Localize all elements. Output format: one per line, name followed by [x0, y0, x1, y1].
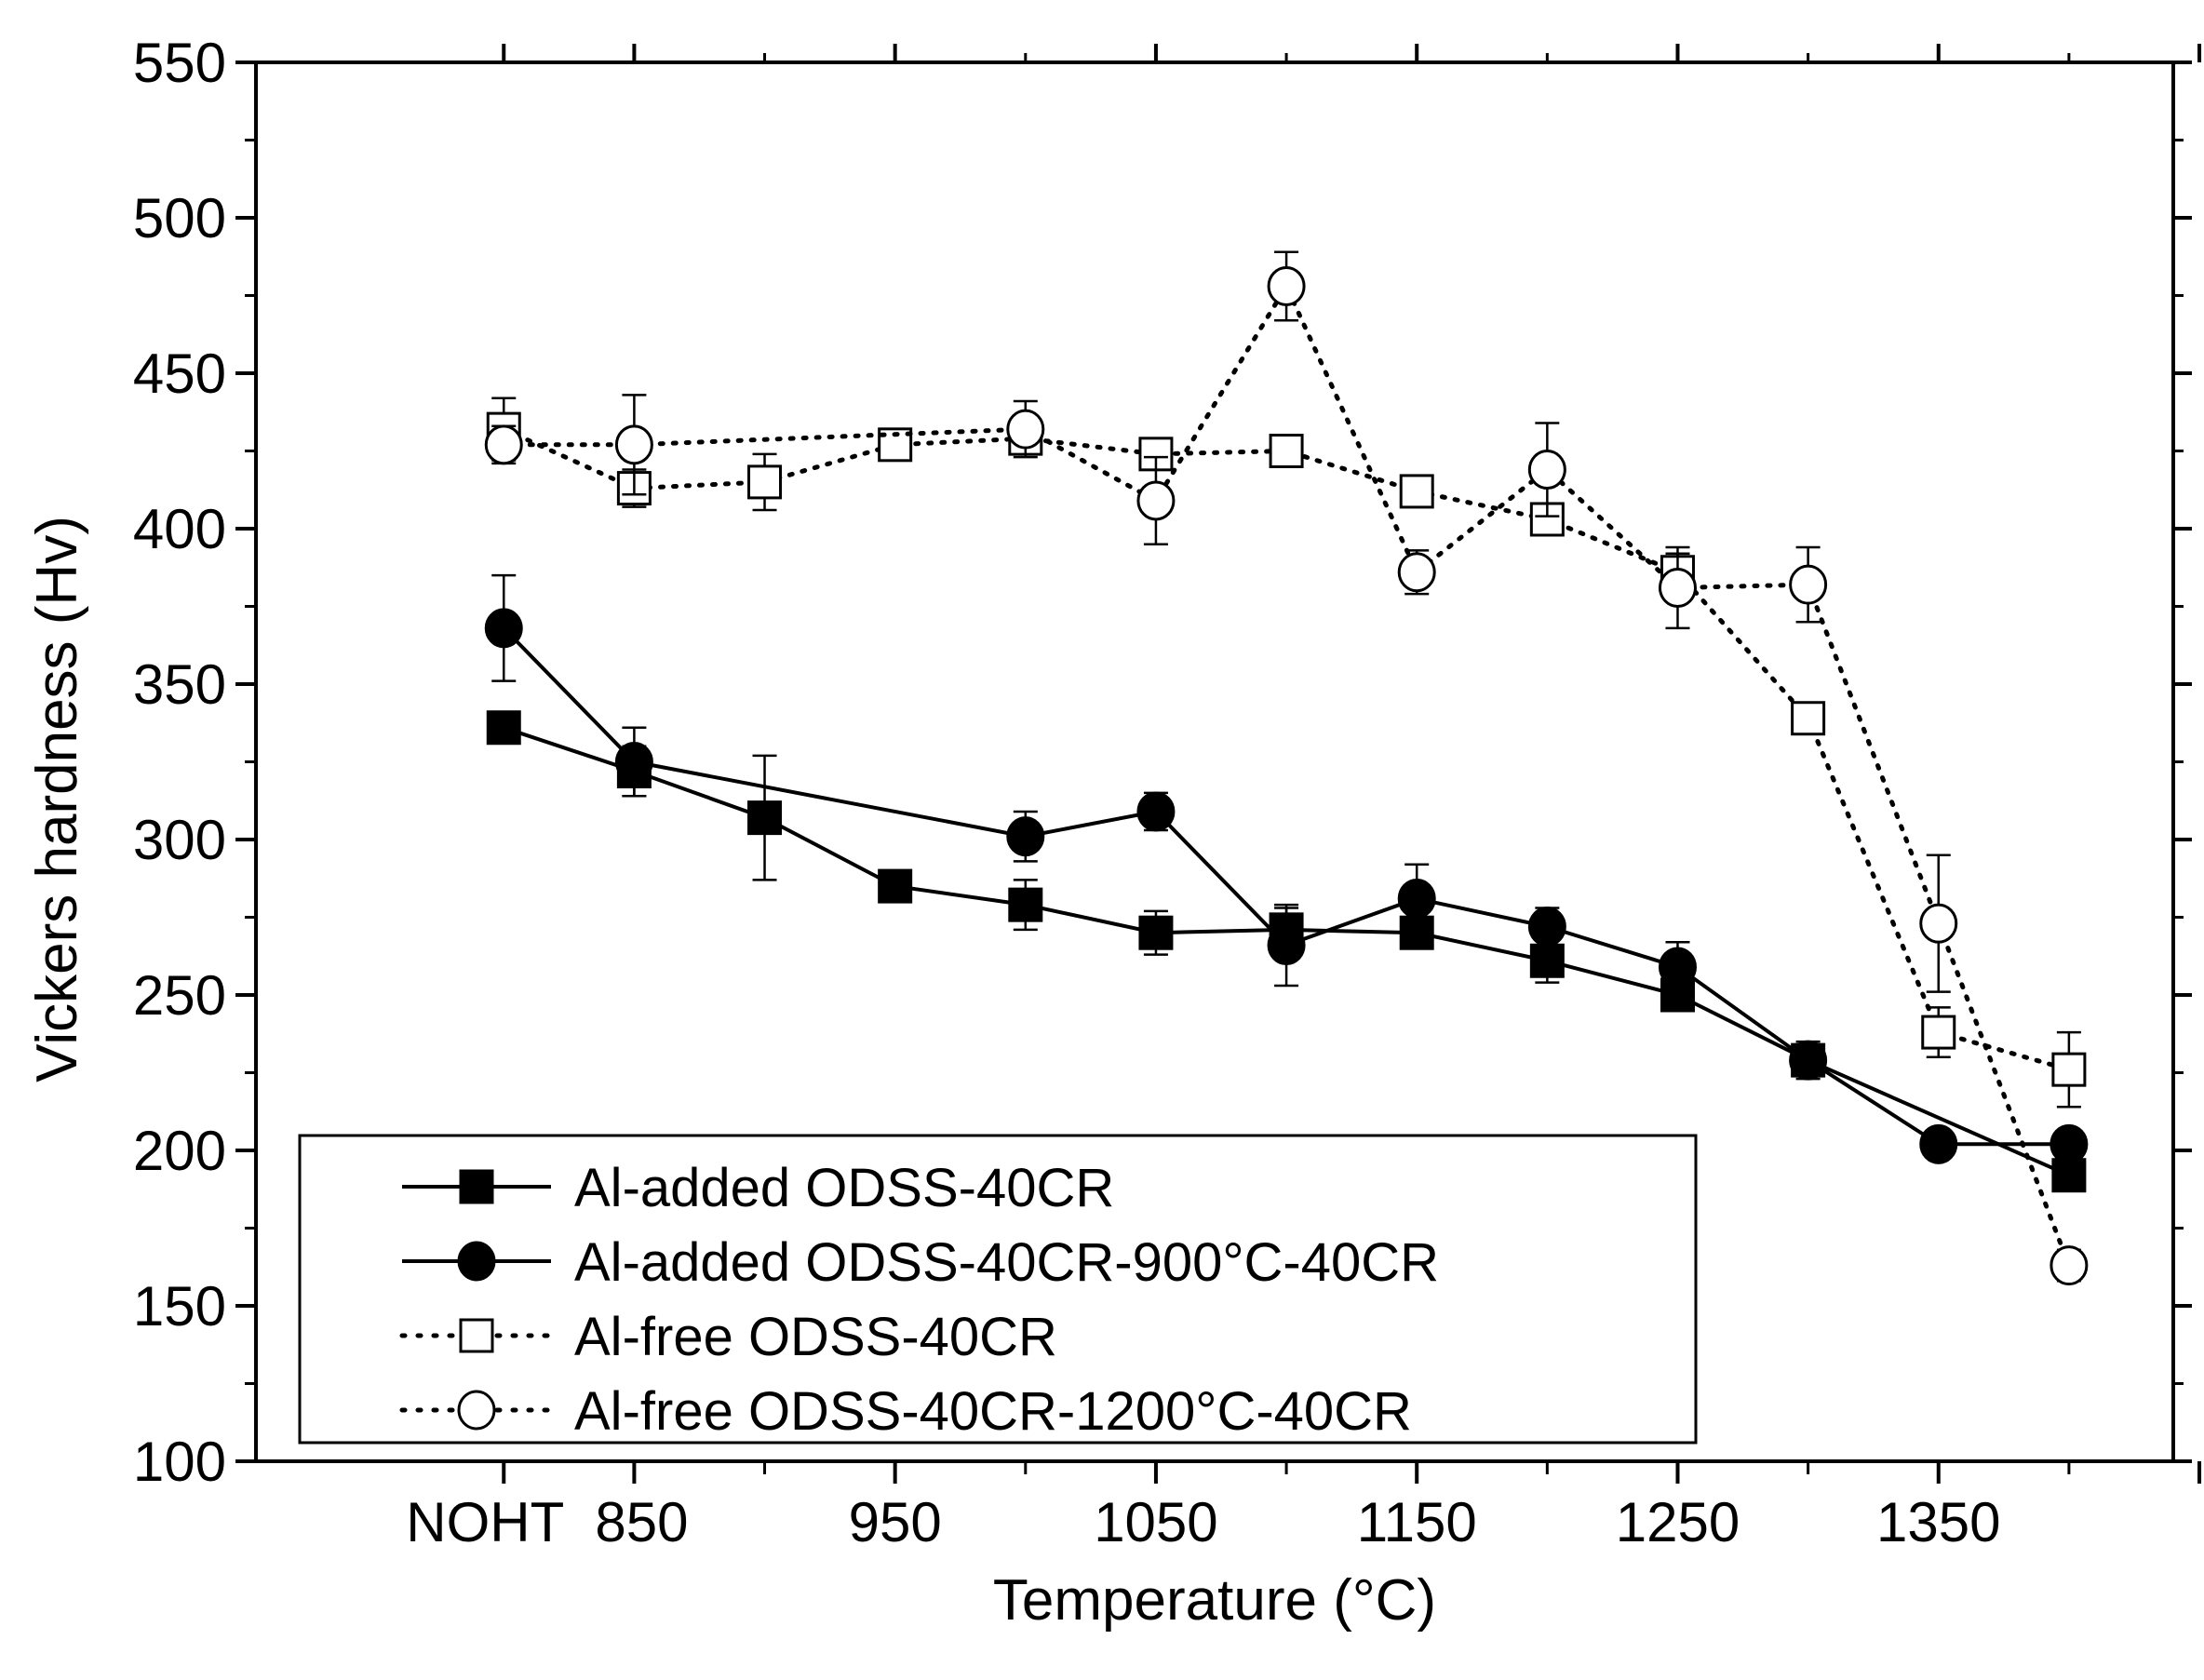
- data-point: [747, 464, 783, 500]
- y-tick-label: 400: [133, 498, 226, 560]
- data-point: [1658, 947, 1697, 988]
- series-layer: [484, 250, 2089, 1286]
- data-point: [1397, 878, 1436, 919]
- data-point: [1138, 915, 1174, 950]
- data-point: [486, 710, 521, 746]
- data-point: [1919, 1123, 1958, 1164]
- data-point: [1267, 925, 1306, 966]
- series-4: [484, 250, 2089, 1286]
- data-point: [1008, 887, 1043, 922]
- x-tick-label: 1050: [1094, 1491, 1217, 1553]
- data-point: [1136, 791, 1176, 832]
- y-tick-label: 250: [133, 964, 226, 1027]
- legend-marker: [459, 1318, 494, 1353]
- data-point: [1529, 943, 1565, 978]
- y-tick-label: 550: [133, 32, 226, 94]
- x-axis-label: Temperature (°C): [993, 1568, 1436, 1633]
- data-point: [1527, 450, 1566, 491]
- x-tick-label: 850: [595, 1491, 688, 1553]
- data-point: [878, 868, 913, 904]
- legend-marker: [457, 1241, 496, 1282]
- data-point: [1269, 434, 1304, 468]
- data-point: [1006, 816, 1045, 857]
- x-tick-label: 1250: [1616, 1491, 1740, 1553]
- y-tick-label: 500: [133, 187, 226, 249]
- data-point: [1397, 552, 1436, 593]
- data-point: [1136, 480, 1176, 521]
- x-tick-label: 1150: [1357, 1491, 1477, 1553]
- data-point: [1399, 474, 1434, 509]
- data-point: [747, 800, 783, 836]
- data-point: [1658, 567, 1697, 608]
- data-point: [1789, 1040, 1828, 1081]
- x-tick-label: NOHT: [406, 1491, 564, 1553]
- plot-frame: [254, 60, 2175, 1463]
- data-point: [2049, 1123, 2089, 1164]
- series-line: [503, 725, 2070, 1177]
- data-point: [1791, 701, 1826, 736]
- tick-labels: 100 150 200 250 300 350 400 450 500 550 NOHT 850 950…: [133, 32, 2001, 1553]
- legend-marker: [459, 1169, 494, 1204]
- data-point: [1789, 564, 1828, 605]
- data-point: [614, 424, 653, 465]
- data-point: [484, 424, 523, 465]
- legend-label: Al-free ODSS-40CR-1200°C-40CR: [574, 1381, 1412, 1442]
- y-tick-label: 300: [133, 809, 226, 871]
- data-point: [1921, 1015, 1956, 1050]
- legend-label: Al-added ODSS-40CR-900°C-40CR: [574, 1232, 1439, 1293]
- data-point: [1919, 903, 1958, 944]
- y-tick-label: 100: [133, 1431, 226, 1493]
- y-tick-label: 150: [133, 1275, 226, 1337]
- legend-label: Al-free ODSS-40CR: [574, 1307, 1057, 1367]
- series-2: [484, 573, 2089, 1164]
- legend-marker: [457, 1390, 496, 1431]
- y-axis-label: Vickers hardness (Hv): [25, 516, 89, 1082]
- data-point: [1006, 409, 1045, 450]
- x-tick-label: 950: [849, 1491, 942, 1553]
- data-point: [1267, 265, 1306, 306]
- y-tick-label: 200: [133, 1120, 226, 1182]
- data-point: [2049, 1245, 2089, 1286]
- legend-label: Al-added ODSS-40CR: [574, 1158, 1114, 1218]
- data-point: [484, 608, 523, 649]
- x-tick-label: 1350: [1876, 1491, 2000, 1553]
- legend: Al-added ODSS-40CR Al-added ODSS-40CR-900…: [298, 1134, 1698, 1445]
- data-point: [614, 742, 653, 782]
- data-point: [1527, 907, 1566, 948]
- data-point: [2051, 1052, 2087, 1087]
- y-tick-label: 350: [133, 653, 226, 716]
- y-tick-label: 450: [133, 343, 226, 405]
